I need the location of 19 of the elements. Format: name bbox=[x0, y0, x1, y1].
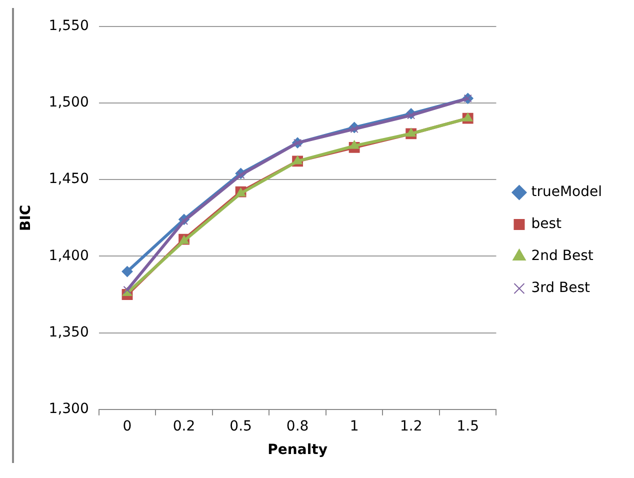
y-tick-label: 1,450 bbox=[48, 171, 89, 188]
x-tick-label: 1.2 bbox=[400, 418, 422, 434]
y-tick-label: 1,350 bbox=[48, 324, 89, 340]
x-tick-label: 1 bbox=[350, 418, 359, 434]
legend-label: 2nd Best bbox=[531, 248, 594, 264]
legend-label: best bbox=[531, 216, 562, 232]
x-tick-label: 0.2 bbox=[172, 418, 196, 434]
y-tick-label: 1,550 bbox=[48, 18, 89, 34]
x-axis-title: Penalty bbox=[268, 442, 328, 458]
y-axis-title: BIC bbox=[18, 204, 34, 231]
x-tick-label: 0.8 bbox=[286, 418, 309, 434]
y-tick-label: 1,500 bbox=[48, 94, 89, 111]
legend-label: 3rd Best bbox=[531, 280, 590, 296]
x-tick-label: 0.5 bbox=[230, 418, 252, 434]
x-tick-label: 0 bbox=[122, 418, 132, 434]
legend-label: trueModel bbox=[531, 184, 602, 200]
y-tick-label: 1,400 bbox=[48, 248, 89, 264]
x-tick-label: 1.5 bbox=[456, 418, 479, 434]
y-tick-label: 1,300 bbox=[48, 401, 89, 418]
